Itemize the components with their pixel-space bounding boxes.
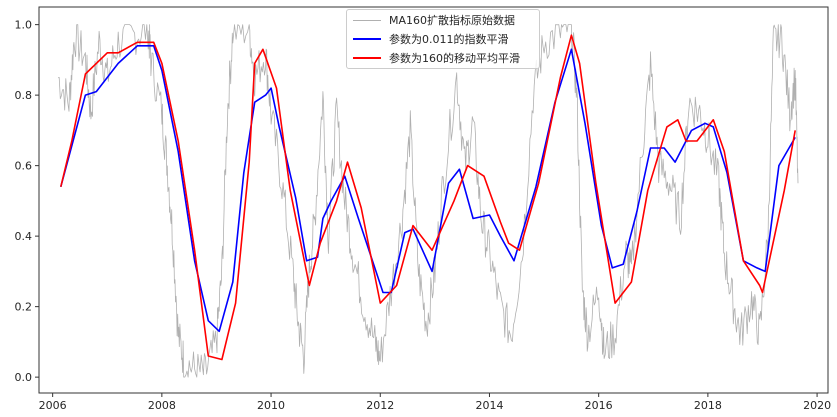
x-tick-label: 2006 [39,399,67,412]
ticks-layer: 2006 2008 2010 2012 2014 2016 2018 2020 0.0 0.2 0.… [15,19,832,412]
plot-frame [38,6,829,394]
x-tick-label: 2014 [475,399,503,412]
x-tick-label: 2020 [803,399,831,412]
legend-item-ma: 参数为160的移动平均平滑 [347,49,539,67]
series-layer [57,24,799,378]
series-line-0 [57,24,799,378]
legend-item-raw: MA160扩散指标原始数据 [347,11,539,29]
y-tick-label: 1.0 [15,19,33,32]
x-tick-label: 2012 [366,399,394,412]
legend-swatch-ema [353,38,381,40]
legend-label-ma: 参数为160的移动平均平滑 [389,52,520,65]
x-tick-label: 2008 [148,399,176,412]
x-tick-label: 2010 [257,399,285,412]
y-tick-label: 0.8 [15,89,33,102]
y-tick-label: 0.2 [15,301,33,314]
y-tick-label: 0.4 [15,230,33,243]
y-tick-label: 0.6 [15,160,33,173]
legend-label-raw: MA160扩散指标原始数据 [389,14,516,27]
series-line-2 [60,34,796,361]
x-tick-label: 2018 [694,399,722,412]
legend-swatch-ma [353,57,381,59]
series-line-1 [60,44,796,333]
legend: MA160扩散指标原始数据 参数为0.011的指数平滑 参数为160的移动平均平… [346,9,540,69]
x-tick-label: 2016 [585,399,613,412]
legend-swatch-raw [353,19,381,21]
legend-label-ema: 参数为0.011的指数平滑 [389,33,509,46]
legend-item-ema: 参数为0.011的指数平滑 [347,30,539,48]
y-tick-label: 0.0 [15,371,33,384]
